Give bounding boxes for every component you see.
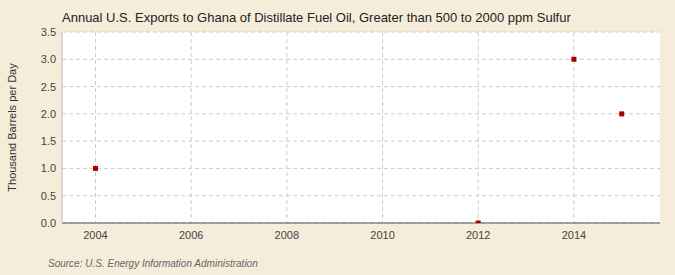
y-grid-line: [62, 223, 660, 224]
y-grid-line: [62, 59, 660, 60]
y-grid-line: [62, 32, 660, 33]
y-tick-label: 2.5: [41, 81, 56, 93]
x-grid-line: [382, 32, 383, 223]
y-tick-label: 3.5: [41, 26, 56, 38]
x-grid-line: [478, 32, 479, 223]
points: [93, 57, 624, 223]
x-axis-line: [62, 223, 660, 224]
chart: 0.0 0.5 1.0 1.5 2.0 2.5 3.0 3.5 2004 2006 2008 2010…: [0, 0, 675, 275]
y-tick-label: 0.0: [41, 217, 56, 229]
y-axis-label: Thousand Barrels per Day: [6, 63, 18, 192]
x-tick-label: 2006: [179, 229, 203, 241]
x-grid-line: [286, 32, 287, 223]
point: [571, 57, 576, 62]
x-tick-label: 2014: [562, 229, 586, 241]
point: [93, 166, 98, 171]
x-grid-line: [191, 32, 192, 223]
x-tick-label: 2012: [466, 229, 490, 241]
y-grid-line: [62, 168, 660, 169]
y-grid-line: [62, 195, 660, 196]
y-tick-label: 3.0: [41, 53, 56, 65]
x-tick-label: 2008: [275, 229, 299, 241]
x-grid-line: [95, 32, 96, 223]
title: Annual U.S. Exports to Ghana of Distilla…: [62, 10, 571, 25]
y-grid-line: [62, 113, 660, 114]
y-tick-label: 1.0: [41, 162, 56, 174]
y-tick-label: 0.5: [41, 190, 56, 202]
y-tick-label: 1.5: [41, 135, 56, 147]
background: [0, 0, 675, 275]
x-tick-label: 2010: [370, 229, 394, 241]
y-grid-line: [62, 141, 660, 142]
y-tick-label: 2.0: [41, 108, 56, 120]
y-axis-line: [62, 32, 63, 223]
point: [476, 221, 481, 224]
y-grid-line: [62, 86, 660, 87]
x-tick-label: 2004: [83, 229, 107, 241]
point: [619, 111, 624, 116]
plot-area: [62, 32, 660, 223]
grid: [62, 32, 660, 223]
source-note: Source: U.S. Energy Information Administ…: [48, 258, 258, 269]
